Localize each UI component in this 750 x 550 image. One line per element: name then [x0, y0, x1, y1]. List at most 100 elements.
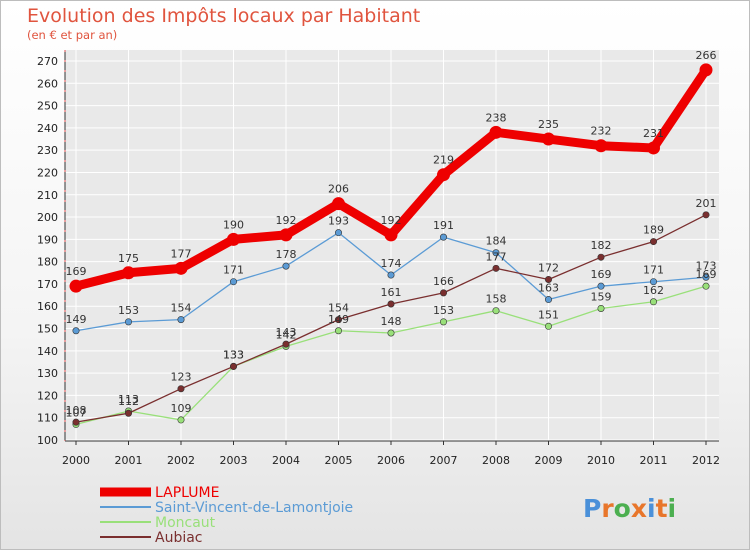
data-point: [699, 63, 713, 77]
data-point: [544, 296, 552, 304]
plot-area: 100 110 120 130 140 150 160 170 180 190 200 210 220 2…: [37, 49, 720, 467]
x-tick-label: 2012: [692, 454, 720, 467]
legend-label: LAPLUME: [155, 485, 219, 501]
data-label: 149: [66, 313, 87, 326]
x-tick-label: 2000: [62, 454, 90, 467]
legend-label: Aubiac: [155, 530, 203, 546]
data-point: [384, 228, 398, 242]
y-tick-label: 200: [37, 211, 58, 224]
proxiti-logo: Proxiti: [583, 494, 676, 523]
data-point: [647, 141, 660, 155]
plot-background: [65, 50, 719, 441]
x-tick-label: 2010: [587, 454, 615, 467]
data-point: [332, 197, 345, 211]
data-label: 151: [538, 308, 559, 321]
y-tick-label: 140: [37, 345, 58, 358]
data-label: 189: [643, 224, 664, 237]
logo-text: Proxiti: [583, 494, 676, 523]
x-tick-label: 2011: [640, 454, 668, 467]
data-point: [230, 278, 238, 286]
data-point: [439, 318, 447, 326]
data-label: 153: [433, 304, 454, 317]
data-point: [387, 300, 395, 308]
data-point: [649, 238, 657, 246]
data-label: 142: [276, 328, 297, 341]
data-label: 149: [328, 313, 349, 326]
data-label: 133: [223, 348, 244, 361]
data-label: 232: [591, 125, 612, 138]
data-label: 158: [486, 293, 507, 306]
data-label: 191: [433, 219, 454, 232]
data-label: 159: [591, 290, 612, 303]
logo-letter: r: [601, 494, 614, 523]
data-label: 192: [381, 214, 402, 227]
data-label: 182: [591, 239, 612, 252]
data-label: 169: [591, 268, 612, 281]
data-label: 190: [223, 218, 244, 231]
series-aubiac: [72, 211, 710, 426]
data-label: 169: [696, 268, 717, 281]
data-point: [597, 282, 605, 290]
data-point: [125, 409, 133, 417]
data-point: [334, 327, 342, 335]
y-tick-label: 160: [37, 300, 58, 313]
data-label: 177: [171, 247, 192, 260]
data-label: 175: [118, 252, 139, 265]
y-tick-label: 210: [37, 189, 58, 202]
x-tick-label: 2009: [535, 454, 563, 467]
data-point: [282, 340, 290, 348]
data-label: 143: [276, 326, 297, 339]
data-point: [72, 418, 80, 426]
data-label: 201: [696, 197, 717, 210]
data-label: 192: [276, 214, 297, 227]
data-point: [544, 275, 552, 283]
data-point: [334, 316, 342, 324]
x-tick-label: 2007: [430, 454, 458, 467]
y-tick-label: 220: [37, 166, 58, 179]
x-tick-label: 2004: [272, 454, 300, 467]
legend: LAPLUMESaint-Vincent-de-LamontjoieMoncau…: [100, 485, 353, 546]
data-point: [177, 316, 185, 324]
data-label: 171: [223, 264, 244, 277]
data-label: 148: [381, 315, 402, 328]
x-tick-label: 2002: [167, 454, 195, 467]
data-point: [387, 329, 395, 337]
data-label: 107: [66, 406, 87, 419]
labels-saint-vincent-de-lamontjoie: 149 153 154 171 178 193 174 191 184 163 169 171 173: [66, 215, 717, 326]
data-label: 178: [276, 248, 297, 261]
data-label: 219: [433, 154, 454, 167]
data-label: 123: [171, 371, 192, 384]
y-tick-label: 260: [37, 77, 58, 90]
y-tick-label: 230: [37, 144, 58, 157]
labels-moncaut: 107 113 109 133 142 149 148 153 158 151 159 162 169: [66, 268, 717, 419]
data-point: [334, 229, 342, 237]
data-point: [227, 232, 240, 246]
series-saint-vincent-de-lamontjoie: [72, 229, 710, 335]
data-point: [72, 327, 80, 335]
y-tick-label: 190: [37, 233, 58, 246]
data-point: [542, 132, 555, 146]
data-point: [437, 168, 450, 182]
data-point: [594, 139, 608, 153]
chart-title: Evolution des Impôts locaux par Habitant: [27, 5, 420, 27]
data-point: [489, 125, 503, 139]
data-point: [439, 289, 447, 297]
x-tick-label: 2005: [325, 454, 353, 467]
logo-letter: i: [647, 494, 656, 523]
legend-label: Saint-Vincent-de-Lamontjoie: [155, 500, 353, 516]
data-label: 193: [328, 215, 349, 228]
data-point: [177, 385, 185, 393]
data-label: 133: [223, 348, 244, 361]
legend-label: Moncaut: [155, 515, 216, 531]
data-label: 206: [328, 183, 349, 196]
data-point: [122, 266, 135, 280]
data-label: 169: [66, 265, 87, 278]
data-point: [702, 273, 710, 281]
y-tick-label: 170: [37, 278, 58, 291]
data-label: 112: [118, 395, 139, 408]
data-label: 171: [643, 264, 664, 277]
data-label: 162: [643, 284, 664, 297]
data-point: [492, 264, 500, 272]
labels-aubiac: 108 112 123 133 143 154 161 166 177 172 182 189 201: [66, 197, 717, 417]
